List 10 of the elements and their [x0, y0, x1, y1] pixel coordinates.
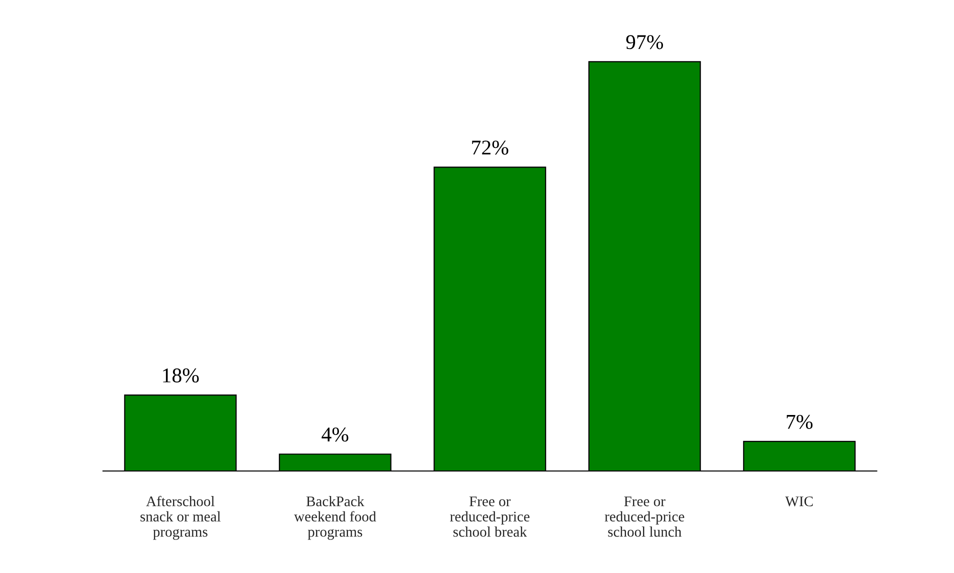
data-label: 97% [626, 35, 663, 50]
data-label: 18% [163, 368, 199, 383]
x-tick-label: Free or reduced-price school lunch [604, 496, 684, 537]
data-label: 72% [472, 140, 508, 155]
x-tick-label: Free or reduced-price school break [450, 496, 530, 537]
x-tick-label: Afterschool snack or meal programs [140, 496, 221, 540]
x-tick-label: WIC [785, 496, 813, 506]
data-label: 4% [322, 428, 348, 442]
data-label: 7% [786, 414, 813, 429]
x-tick-label: BackPack weekend food programs [294, 496, 376, 540]
